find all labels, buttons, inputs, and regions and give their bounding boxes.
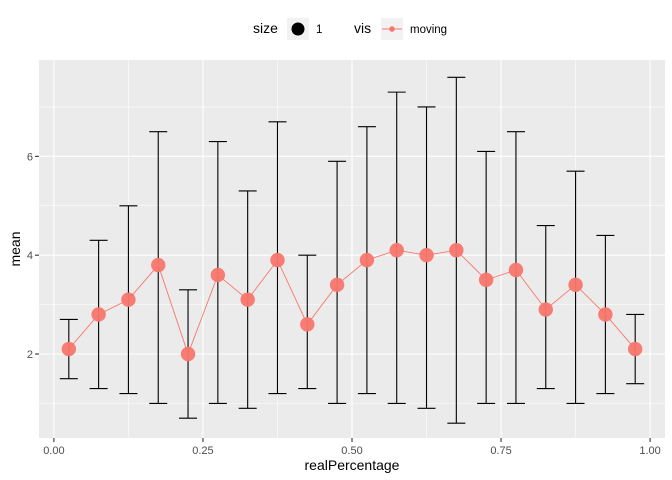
x-tick-label: 0.75 xyxy=(490,445,511,457)
y-axis-ticks: 2 4 6 xyxy=(27,151,39,361)
x-tick-label: 0.50 xyxy=(341,445,362,457)
data-point xyxy=(300,317,315,332)
data-point xyxy=(359,252,375,268)
data-point xyxy=(270,252,285,268)
data-point xyxy=(389,243,404,258)
data-point xyxy=(121,292,136,307)
y-tick-label: 4 xyxy=(27,250,33,262)
data-point xyxy=(329,277,345,293)
legend-size-dot-icon xyxy=(291,22,305,36)
legend-size-title: size xyxy=(253,20,278,36)
legend-vis-label: moving xyxy=(410,24,447,36)
data-point xyxy=(91,307,106,322)
x-tick-label: 0.25 xyxy=(192,445,213,457)
x-tick-label: 1.00 xyxy=(639,445,660,457)
data-point xyxy=(598,307,613,322)
legend-vis-dot-icon xyxy=(389,26,395,32)
x-axis-ticks: 0.00 0.25 0.50 0.75 1.00 xyxy=(43,438,661,457)
data-point xyxy=(478,272,494,288)
data-point xyxy=(240,292,255,307)
data-point xyxy=(508,262,524,278)
data-point xyxy=(61,341,77,357)
data-point xyxy=(180,346,196,362)
legend-vis-title: vis xyxy=(354,20,371,36)
data-point xyxy=(449,243,464,258)
y-axis-title: mean xyxy=(7,231,23,266)
data-point xyxy=(419,247,434,263)
data-point xyxy=(538,302,553,317)
y-tick-label: 6 xyxy=(27,151,33,163)
error-bars xyxy=(59,76,645,424)
legend-size-label: 1 xyxy=(316,24,322,36)
major-gridlines xyxy=(39,60,665,438)
legend: size 1 vis moving xyxy=(253,18,447,40)
data-point xyxy=(568,277,583,293)
x-tick-label: 0.00 xyxy=(43,445,64,457)
series-line xyxy=(68,249,636,356)
x-axis-title: realPercentage xyxy=(305,457,400,473)
data-point xyxy=(627,341,643,357)
y-tick-label: 2 xyxy=(27,349,33,361)
data-point xyxy=(210,267,226,283)
series-line-moving xyxy=(68,249,636,356)
data-points xyxy=(61,243,643,362)
data-point xyxy=(151,257,166,273)
